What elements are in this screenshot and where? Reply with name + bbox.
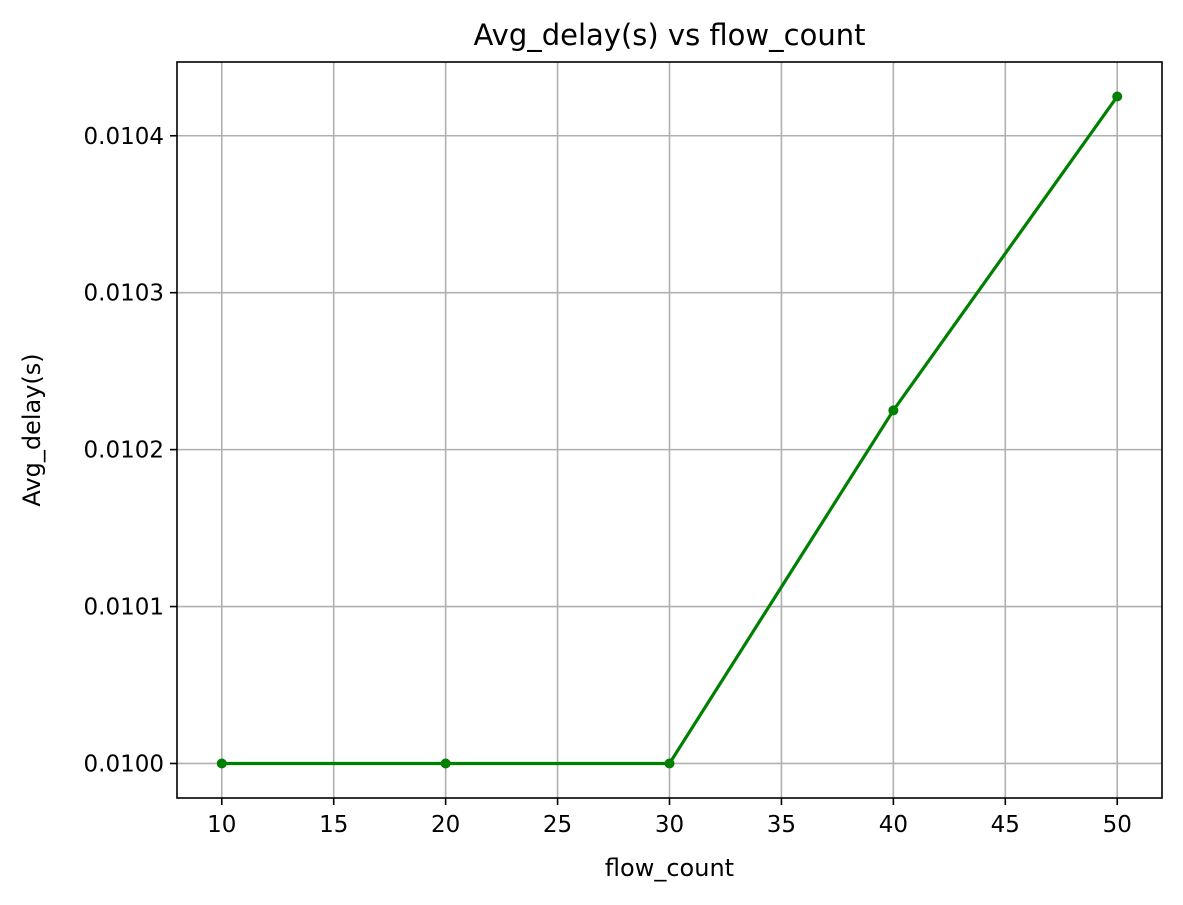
data-point (440, 758, 451, 769)
y-tick-label: 0.0101 (84, 595, 164, 621)
x-tick-label: 35 (767, 812, 796, 838)
series-layer (216, 91, 1123, 769)
x-axis-label: flow_count (605, 854, 734, 882)
x-tick-label: 45 (991, 812, 1020, 838)
x-tick-label: 15 (319, 812, 348, 838)
y-tick-label: 0.0104 (84, 124, 164, 150)
x-tick-label: 20 (431, 812, 460, 838)
x-tick-label: 10 (207, 812, 236, 838)
chart-title: Avg_delay(s) vs flow_count (474, 18, 866, 52)
y-tick-label: 0.0103 (84, 281, 164, 307)
x-tick-label: 50 (1103, 812, 1132, 838)
y-tick-label: 0.0102 (84, 438, 164, 464)
data-point (216, 758, 227, 769)
x-tick-label: 25 (543, 812, 572, 838)
data-point (1112, 91, 1123, 102)
x-tick-label: 30 (655, 812, 684, 838)
data-point (888, 405, 899, 416)
data-point (664, 758, 675, 769)
axis-ticks: 10 15 20 25 30 35 40 45 50 0.0100 0.0101 0.0102 0.01… (84, 124, 1132, 838)
y-tick-label: 0.0100 (84, 751, 164, 777)
x-tick-label: 40 (879, 812, 908, 838)
y-axis-label: Avg_delay(s) (18, 353, 46, 506)
